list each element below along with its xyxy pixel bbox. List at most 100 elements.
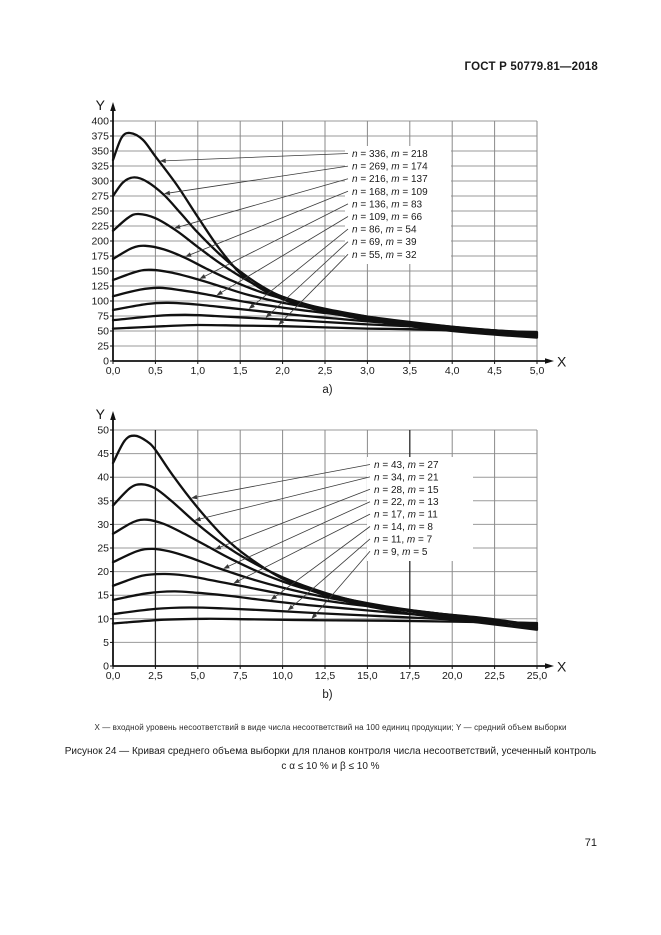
legend-text-part: = 8 bbox=[416, 522, 433, 533]
legend-leader-arrow-icon bbox=[248, 303, 255, 309]
legend-text-part: = 218 bbox=[400, 149, 429, 160]
legend-text-part: m bbox=[408, 510, 416, 521]
legend-leader-arrow-icon bbox=[194, 516, 201, 522]
y-axis-label: Y bbox=[96, 97, 106, 113]
legend-entry: n = 216, m = 137 bbox=[352, 174, 428, 185]
legend-text-part: n bbox=[374, 485, 380, 496]
legend-text-part: = 5 bbox=[410, 547, 427, 558]
legend-leader-arrow-icon bbox=[163, 190, 171, 196]
y-tick-label: 25 bbox=[97, 543, 109, 555]
legend-entry: n = 43, m = 27 bbox=[374, 460, 439, 471]
legend-entry: n = 11, m = 7 bbox=[374, 534, 433, 545]
curve-n9-m5 bbox=[111, 617, 539, 625]
legend-text-part: n bbox=[374, 534, 380, 545]
legend-text-part: m bbox=[408, 497, 416, 508]
x-axis-label: X bbox=[557, 354, 567, 370]
legend-leader-arrow-icon bbox=[311, 613, 318, 620]
legend-text-part: m bbox=[391, 199, 399, 210]
legend-text-part: m bbox=[408, 460, 416, 471]
legend-text-part: = 9, bbox=[380, 547, 403, 558]
y-tick-label: 125 bbox=[91, 281, 109, 293]
x-tick-label: 7,5 bbox=[233, 670, 248, 682]
y-tick-label: 400 bbox=[91, 116, 109, 128]
legend-entry: n = 28, m = 15 bbox=[374, 485, 439, 496]
legend-text-part: = 21 bbox=[416, 472, 439, 483]
x-tick-label: 1,5 bbox=[233, 365, 248, 377]
sublabel-b: b) bbox=[322, 689, 333, 701]
legend-text-part: = 22, bbox=[380, 497, 408, 508]
legend-text-part: m bbox=[408, 472, 416, 483]
x-tick-label: 0,5 bbox=[148, 365, 163, 377]
y-tick-label: 20 bbox=[97, 566, 109, 578]
y-tick-label: 25 bbox=[97, 341, 109, 353]
y-tick-label: 375 bbox=[91, 131, 109, 143]
legend-text-part: = 136, bbox=[358, 199, 392, 210]
axes-definition-note: X — входной уровень несоответствий в вид… bbox=[94, 723, 567, 732]
legend-leader-arrow-icon bbox=[191, 494, 198, 500]
legend-text-part: = 39 bbox=[394, 237, 417, 248]
legend-text-part: = 174 bbox=[400, 162, 429, 173]
curve-n86-m54 bbox=[111, 301, 539, 335]
y-axis-arrow-icon bbox=[110, 102, 116, 111]
y-tick-label: 100 bbox=[91, 296, 109, 308]
legend-entry: n = 136, m = 83 bbox=[352, 199, 423, 210]
document-header: ГОСТ Р 50779.81—2018 bbox=[464, 61, 598, 73]
legend-text-part: n bbox=[374, 547, 380, 558]
legend-text-part: n bbox=[352, 225, 358, 236]
legend-leader-arrow-icon bbox=[159, 158, 166, 164]
legend-text-part: = 137 bbox=[400, 174, 429, 185]
legend-entry: n = 22, m = 13 bbox=[374, 497, 439, 508]
legend-text-part: m bbox=[391, 149, 399, 160]
legend-text-part: n bbox=[352, 174, 358, 185]
x-tick-label: 3,5 bbox=[402, 365, 417, 377]
legend-text-part: n bbox=[374, 460, 380, 471]
x-tick-label: 15,0 bbox=[357, 670, 378, 682]
legend-text-part: = 11, bbox=[380, 534, 407, 545]
y-tick-label: 45 bbox=[97, 448, 109, 460]
y-tick-label: 350 bbox=[91, 146, 109, 158]
legend-leader-line bbox=[167, 165, 349, 194]
legend-leader-arrow-icon bbox=[270, 594, 277, 600]
legend-leader-line bbox=[218, 488, 371, 549]
y-tick-label: 250 bbox=[91, 206, 109, 218]
legend-text-part: m bbox=[386, 237, 394, 248]
sublabel-a: a) bbox=[322, 384, 333, 396]
legend-text-part: = 269, bbox=[358, 162, 392, 173]
legend-text-part: = 17, bbox=[380, 510, 408, 521]
legend-text-part: = 109 bbox=[400, 187, 429, 198]
legend-text-part: = 54 bbox=[394, 225, 417, 236]
legend-entry: n = 69, m = 39 bbox=[352, 237, 417, 248]
legend-leader-line bbox=[163, 153, 349, 162]
legend-leader-line bbox=[194, 464, 371, 498]
legend-text-part: n bbox=[352, 212, 358, 223]
legend-leader-arrow-icon bbox=[265, 311, 272, 318]
legend-text-part: n bbox=[374, 497, 380, 508]
figure-caption-line-2: с α ≤ 10 % и β ≤ 10 % bbox=[281, 761, 380, 772]
legend-text-part: = 15 bbox=[416, 485, 439, 496]
y-tick-label: 5 bbox=[103, 637, 109, 649]
y-tick-label: 0 bbox=[103, 661, 109, 673]
y-tick-label: 40 bbox=[97, 472, 109, 484]
legend-leader-arrow-icon bbox=[223, 564, 230, 569]
legend-entry: n = 109, m = 66 bbox=[352, 212, 423, 223]
x-tick-label: 4,5 bbox=[487, 365, 502, 377]
page-number: 71 bbox=[584, 837, 597, 849]
legend-leader-arrow-icon bbox=[214, 544, 222, 550]
y-tick-label: 225 bbox=[91, 221, 109, 233]
legend-text-part: n bbox=[352, 199, 358, 210]
legend-text-part: m bbox=[391, 212, 399, 223]
y-tick-label: 50 bbox=[97, 326, 109, 338]
legend-entry: n = 14, m = 8 bbox=[374, 522, 433, 533]
legend-text-part: = 86, bbox=[358, 225, 386, 236]
y-axis-label: Y bbox=[96, 406, 106, 422]
legend-entry: n = 336, m = 218 bbox=[352, 149, 428, 160]
y-tick-label: 15 bbox=[97, 590, 109, 602]
legend-text-part: m bbox=[407, 534, 415, 545]
legend-text-part: m bbox=[386, 225, 394, 236]
x-tick-label: 2,5 bbox=[318, 365, 333, 377]
legend-text-part: m bbox=[391, 187, 399, 198]
legend-leader-arrow-icon bbox=[216, 290, 223, 296]
x-tick-label: 5,0 bbox=[530, 365, 545, 377]
legend-leader-arrow-icon bbox=[233, 578, 240, 584]
